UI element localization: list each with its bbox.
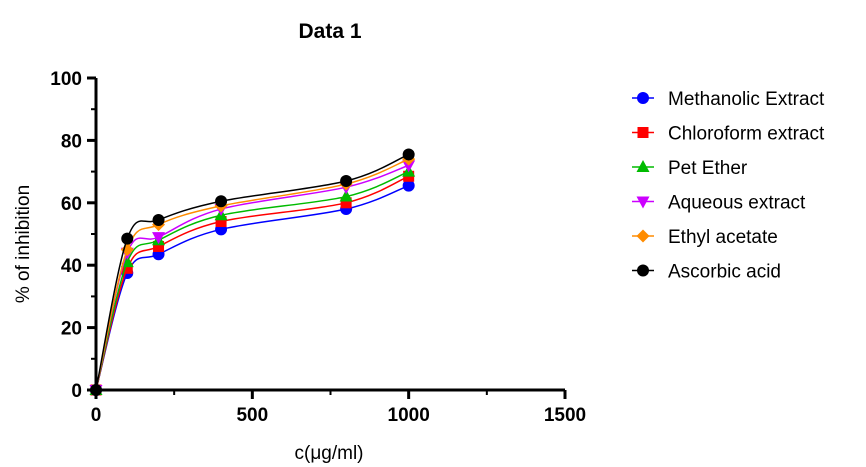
data-point [153, 240, 165, 252]
legend-item: Pet Ether [632, 158, 748, 179]
plot-area [89, 148, 416, 397]
data-point [402, 179, 415, 192]
legend-label: Ethyl acetate [668, 227, 778, 248]
data-point [340, 197, 352, 209]
data-point [339, 189, 353, 202]
legend-label: Methanolic Extract [668, 89, 825, 110]
data-point [120, 243, 134, 257]
x-tick-label: 1000 [388, 405, 430, 426]
y-tick-label: 100 [50, 69, 82, 90]
series-line [95, 175, 409, 391]
data-point [215, 195, 228, 208]
data-point [152, 213, 165, 226]
series-line [95, 164, 409, 391]
legend: Methanolic Extract Chloroform extract Pet … [632, 89, 825, 283]
series-ethyl-acetate [89, 152, 416, 397]
data-point [121, 262, 133, 274]
series-line [95, 158, 409, 391]
y-tick-label: 40 [61, 256, 82, 277]
legend-item: Chloroform extract [632, 124, 825, 145]
chart-title: Data 1 [298, 20, 361, 43]
x-tick-label: 1500 [544, 405, 586, 426]
legend-marker [637, 92, 649, 104]
data-point [215, 216, 227, 228]
legend-marker [636, 196, 650, 209]
data-point [402, 148, 415, 161]
x-tick-label: 0 [91, 405, 102, 426]
legend-item: Ethyl acetate [632, 227, 778, 248]
series-chloroform-extract [90, 170, 415, 396]
x-axis-title: c(μg/ml) [295, 443, 364, 464]
legend-item: Aqueous extract [632, 193, 806, 214]
data-point [152, 232, 166, 245]
y-tick-label: 80 [61, 131, 82, 152]
y-tick-label: 60 [61, 194, 82, 215]
data-point [402, 160, 416, 173]
legend-marker [637, 127, 649, 138]
legend-item: Methanolic Extract [632, 89, 825, 110]
legend-label: Aqueous extract [668, 193, 806, 214]
y-tick-label: 20 [61, 319, 82, 340]
legend-marker [637, 264, 649, 277]
data-point [121, 232, 134, 245]
series-line [95, 153, 409, 391]
legend-marker [636, 160, 650, 172]
y-axis-title: % of inhibition [13, 185, 34, 303]
series-pet-ether [89, 164, 416, 395]
y-tick-label: 0 [71, 381, 82, 402]
legend-label: Chloroform extract [668, 124, 825, 145]
data-point [340, 174, 353, 187]
series-ascorbic-acid [90, 148, 415, 396]
x-tick-label: 500 [236, 405, 268, 426]
legend-label: Ascorbic acid [668, 262, 781, 283]
legend-label: Pet Ether [668, 158, 748, 179]
legend-marker [636, 229, 650, 243]
legend-item: Ascorbic acid [632, 262, 781, 283]
series-methanolic-extract [90, 179, 415, 396]
